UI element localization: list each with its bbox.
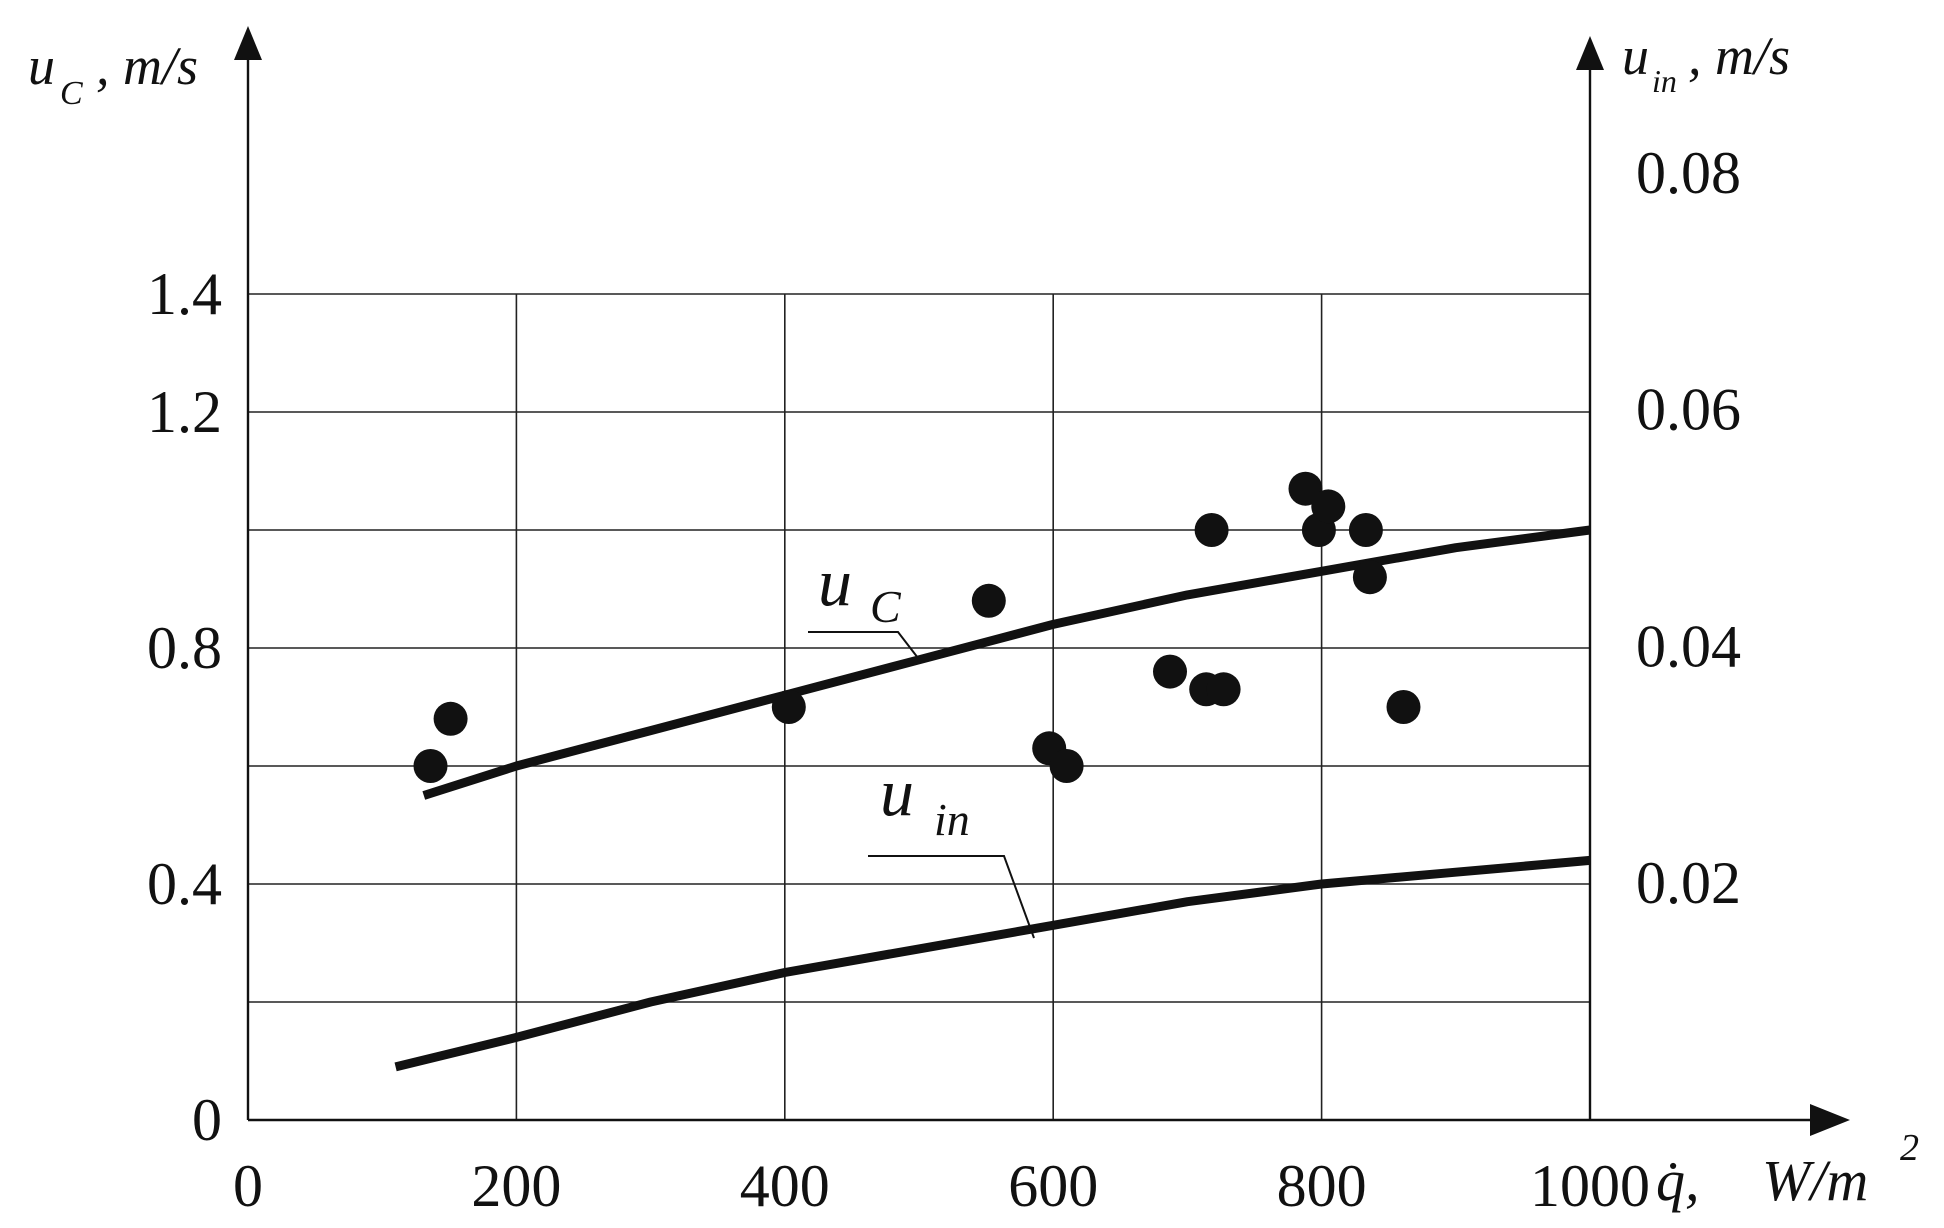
y-right-tick-label: 0.04: [1636, 613, 1741, 679]
data-point: [1206, 672, 1241, 707]
data-point: [1311, 489, 1346, 524]
y-right-tick-label: 0.06: [1636, 377, 1741, 443]
x-tick-label: 400: [740, 1153, 830, 1219]
data-point: [1288, 471, 1323, 506]
series-line-u-in: [394, 855, 1591, 1072]
y-right-title-sub: in: [1652, 63, 1677, 99]
x-tick-label: 1000: [1530, 1153, 1650, 1219]
series-label-uin: u: [880, 754, 914, 830]
right-axis-arrow: [1576, 36, 1604, 70]
x-tick-label: 0: [233, 1153, 263, 1219]
y-left-title-var: u: [28, 36, 55, 96]
tick-labels: 0 0.4 0.8 1.2 1.4 0.02 0.04 0.06 0.08 0 200 400 600 8…: [147, 140, 1741, 1219]
y-right-title-unit: , m/s: [1688, 26, 1790, 86]
left-axis-arrow: [234, 26, 262, 60]
data-point: [1348, 513, 1383, 547]
data-point: [1352, 560, 1387, 595]
data-series: [394, 471, 1591, 1072]
y-right-tick-label: 0.02: [1636, 850, 1741, 916]
x-title-unit: W/m: [1762, 1148, 1868, 1213]
x-axis-arrow: [1810, 1104, 1850, 1136]
data-point: [1049, 749, 1084, 783]
x-tick-label: 200: [471, 1153, 561, 1219]
y-left-tick-label: 1.2: [147, 379, 222, 445]
y-left-tick-label: 0.4: [147, 851, 222, 917]
y-left-tick-label: 0: [192, 1087, 222, 1153]
data-point: [971, 583, 1006, 618]
y-left-tick-label: 0.8: [147, 615, 222, 681]
series-label-uc-sub: C: [870, 581, 902, 632]
y-left-title-sub: C: [60, 75, 83, 112]
axes: [234, 26, 1850, 1136]
y-left-title-unit: , m/s: [96, 36, 198, 96]
series-leader-uin: [868, 855, 1035, 939]
y-left-tick-label: 1.4: [147, 261, 222, 327]
y-right-tick-label: 0.08: [1636, 140, 1741, 206]
data-point: [1386, 690, 1421, 724]
y-right-title-var: u: [1622, 26, 1649, 86]
series-leader-uc: [808, 631, 919, 659]
series-label-uc: u: [818, 544, 852, 620]
data-point: [1153, 654, 1187, 689]
data-point: [433, 701, 468, 736]
x-tick-label: 600: [1008, 1153, 1098, 1219]
x-title-var: q̇,: [1656, 1148, 1700, 1213]
data-point: [771, 690, 806, 724]
series-label-uin-sub: in: [934, 794, 970, 845]
x-title-unit-sup: 2: [1900, 1127, 1919, 1169]
data-point: [1194, 513, 1229, 547]
series-line-u-c: [422, 525, 1591, 800]
data-point: [413, 749, 448, 783]
x-tick-label: 800: [1277, 1153, 1367, 1219]
series-labels: u Cu in: [808, 544, 1035, 939]
